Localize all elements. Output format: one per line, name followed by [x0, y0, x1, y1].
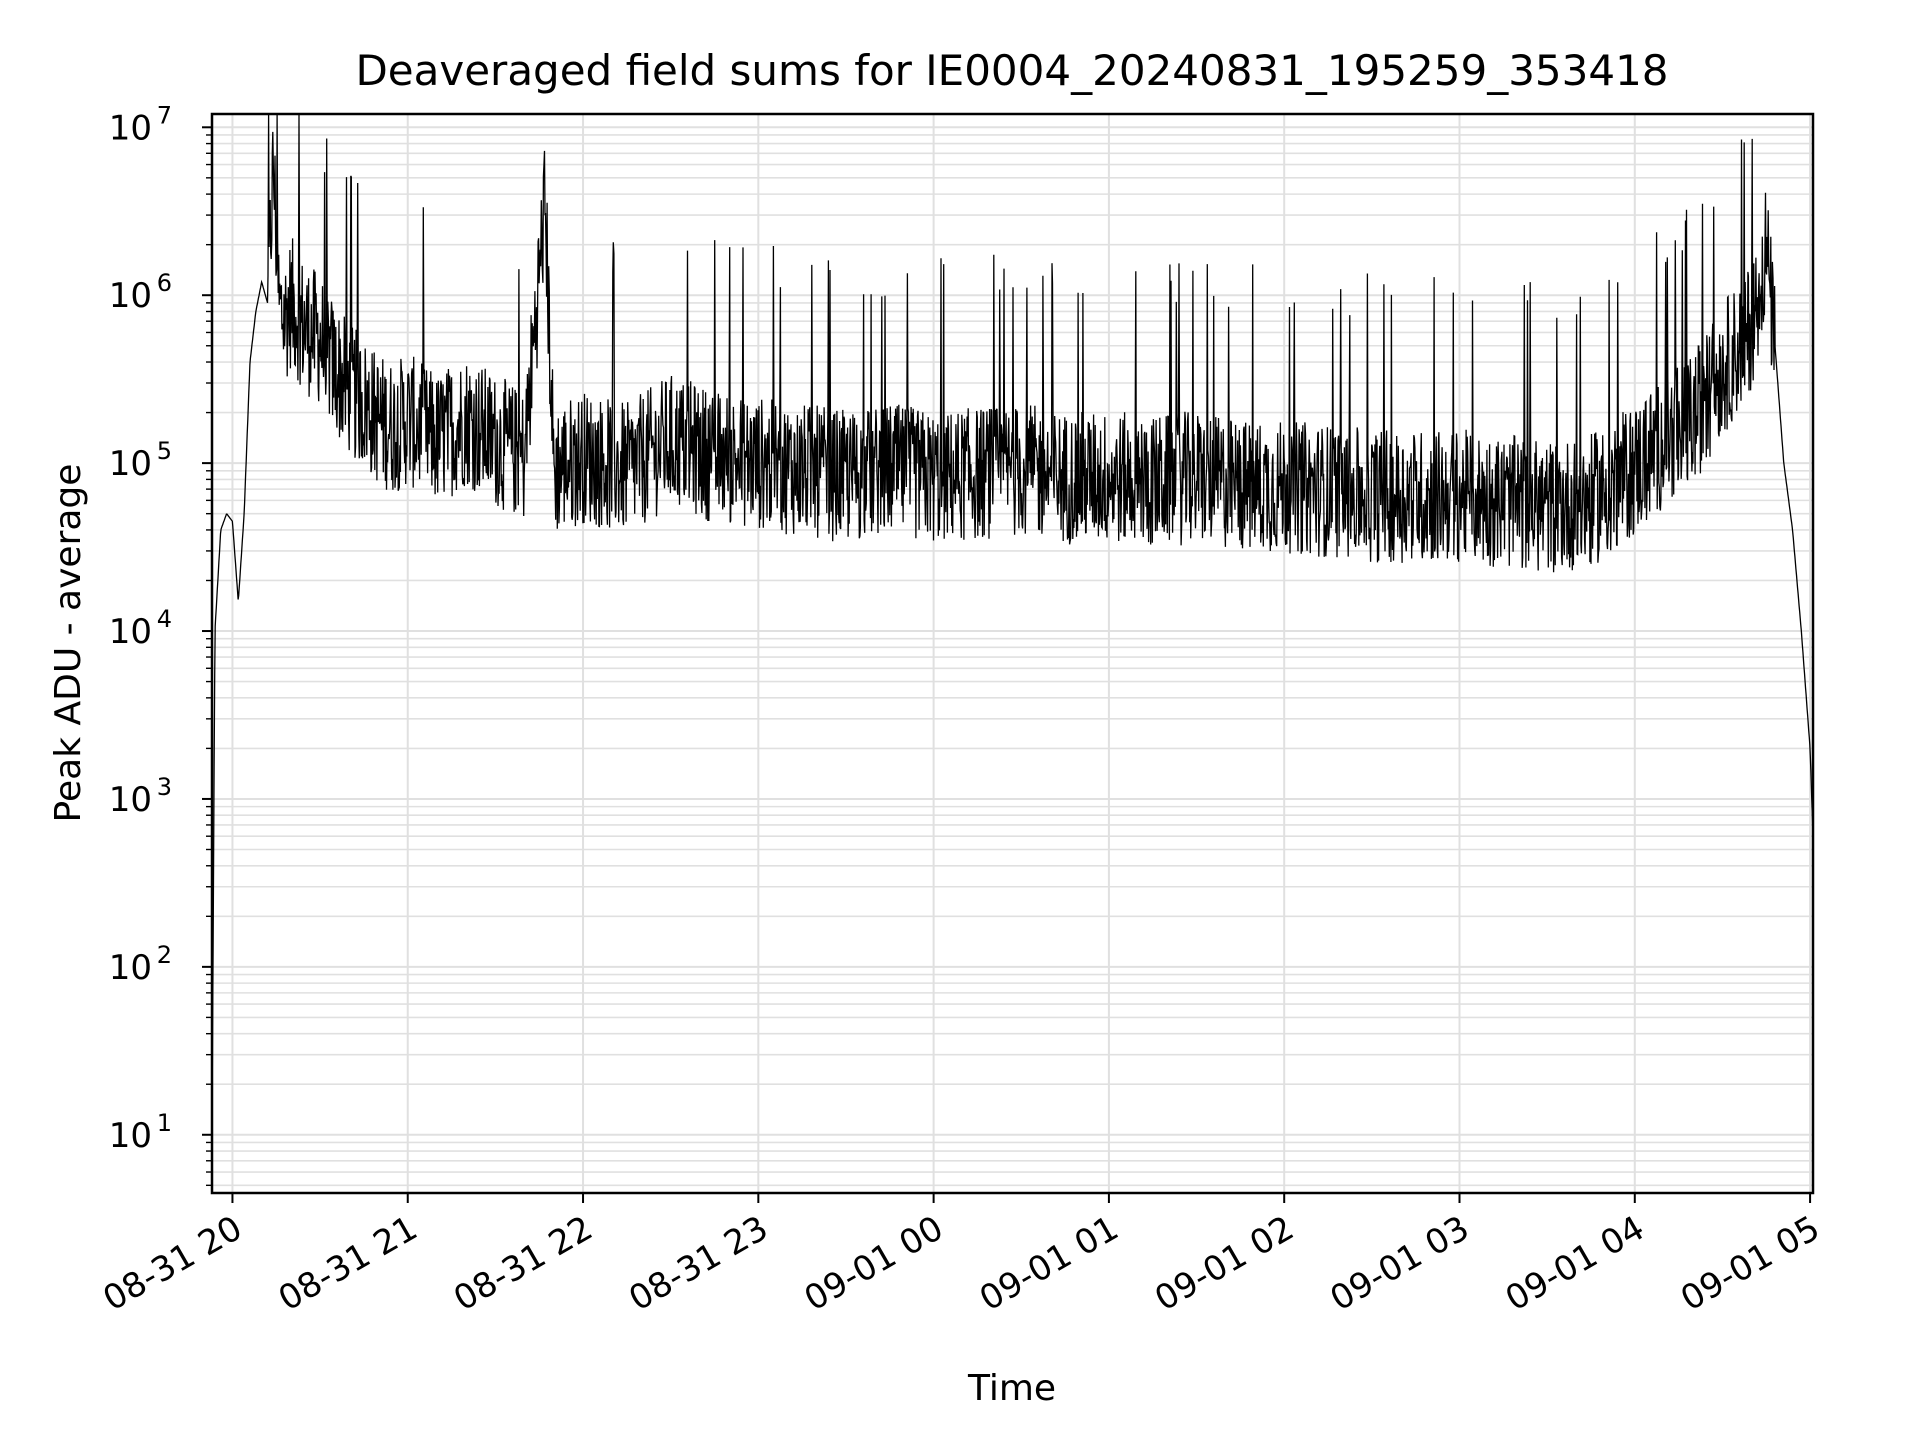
- y-tick-label: 10: [109, 780, 152, 820]
- y-tick-label: 10: [109, 1116, 152, 1156]
- y-tick-label: 10: [109, 444, 152, 484]
- y-tick-exponent: 1: [157, 1109, 172, 1137]
- y-tick-label: 10: [109, 948, 152, 988]
- y-tick-exponent: 2: [157, 941, 172, 969]
- data-line-group: [211, 113, 1814, 1135]
- x-axis-label: Time: [967, 1368, 1056, 1409]
- y-tick-label: 10: [109, 276, 152, 316]
- y-tick-exponent: 5: [157, 437, 172, 465]
- y-tick-exponent: 3: [157, 773, 172, 801]
- y-tick-exponent: 7: [157, 101, 172, 129]
- plot-frame: [210, 112, 1815, 1195]
- chart-title: Deaveraged field sums for IE0004_2024083…: [355, 46, 1668, 95]
- y-tick-exponent: 4: [157, 605, 172, 633]
- y-tick-label: 10: [109, 612, 152, 652]
- data-line: [211, 113, 1814, 1135]
- y-tick-label: 10: [109, 108, 152, 148]
- grid: [212, 114, 1813, 1193]
- y-tick-exponent: 6: [157, 269, 172, 297]
- y-axis-label: Peak ADU - average: [48, 464, 89, 823]
